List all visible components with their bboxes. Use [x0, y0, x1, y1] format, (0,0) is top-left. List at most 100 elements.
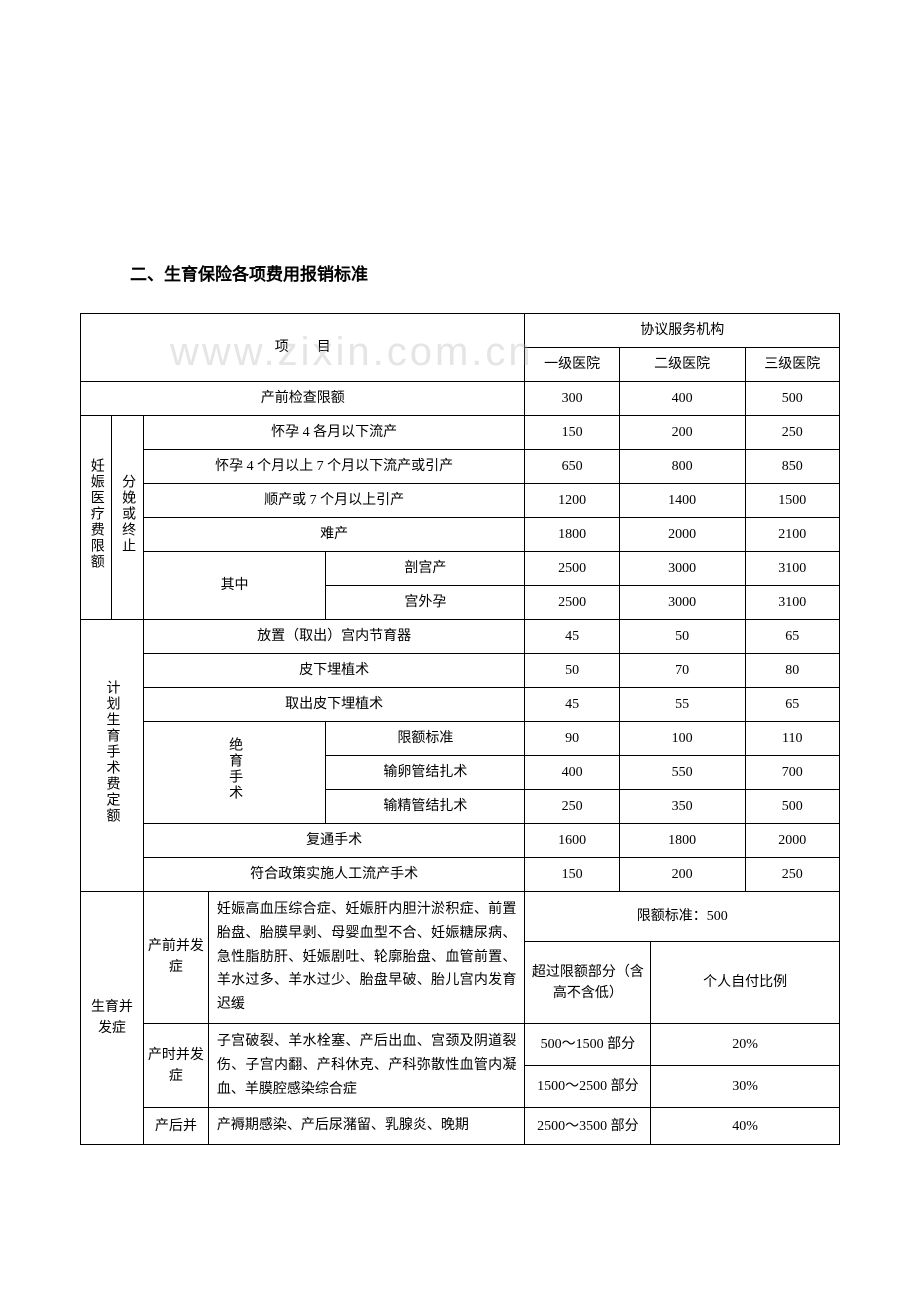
- cell-value: 1800: [619, 824, 745, 858]
- during-complication-label: 产时并发症: [143, 1023, 208, 1107]
- cell-value: 1600: [525, 824, 619, 858]
- cell-value: 80: [745, 654, 839, 688]
- cell-value: 50: [525, 654, 619, 688]
- cell-value: 45: [525, 688, 619, 722]
- section1-sublabel: 分娩或终止: [112, 416, 143, 620]
- col-lvl1: 一级医院: [525, 348, 619, 382]
- cell-value: 2500: [525, 586, 619, 620]
- cell-value: 300: [525, 382, 619, 416]
- table-row: 符合政策实施人工流产手术 150 200 250: [81, 858, 840, 892]
- table-row: 妊娠医疗费限额 分娩或终止 怀孕 4 各月以下流产 150 200 250: [81, 416, 840, 450]
- row-label: 顺产或 7 个月以上引产: [143, 484, 525, 518]
- reimbursement-table: 项 目 协议服务机构 一级医院 二级医院 三级医院 产前检查限额 300 400…: [80, 313, 840, 1145]
- section2-label: 计划生育手术费定额: [81, 620, 144, 892]
- table-row: 复通手术 1600 1800 2000: [81, 824, 840, 858]
- tier-range: 1500～2500 部分: [525, 1066, 651, 1108]
- cell-value: 50: [619, 620, 745, 654]
- table-row: 产时并发症 子宫破裂、羊水栓塞、产后出血、宫颈及阴道裂伤、子宫内翻、产科休克、产…: [81, 1023, 840, 1065]
- col-lvl3: 三级医院: [745, 348, 839, 382]
- cell-value: 200: [619, 416, 745, 450]
- row-label: 宫外孕: [326, 586, 525, 620]
- tier-range: 500～1500 部分: [525, 1023, 651, 1065]
- cell-value: 70: [619, 654, 745, 688]
- cell-value: 150: [525, 416, 619, 450]
- row-label: 放置（取出）宫内节育器: [143, 620, 525, 654]
- row-label: 符合政策实施人工流产手术: [143, 858, 525, 892]
- row-label: 剖宫产: [326, 552, 525, 586]
- row-label: 产前检查限额: [81, 382, 525, 416]
- post-complication-label: 产后并: [143, 1108, 208, 1145]
- cell-value: 250: [525, 790, 619, 824]
- row-label: 复通手术: [143, 824, 525, 858]
- section3-label: 生育并发症: [81, 892, 144, 1145]
- cell-value: 500: [745, 790, 839, 824]
- cell-value: 65: [745, 620, 839, 654]
- cell-value: 1800: [525, 518, 619, 552]
- cell-value: 1200: [525, 484, 619, 518]
- cell-value: 200: [619, 858, 745, 892]
- pre-complication-label: 产前并发症: [143, 892, 208, 1024]
- row-label: 怀孕 4 个月以上 7 个月以下流产或引产: [143, 450, 525, 484]
- cell-value: 45: [525, 620, 619, 654]
- cell-value: 90: [525, 722, 619, 756]
- row-sublabel: 其中: [143, 552, 325, 620]
- table-row: 难产 1800 2000 2100: [81, 518, 840, 552]
- cell-value: 1500: [745, 484, 839, 518]
- cell-value: 250: [745, 416, 839, 450]
- cell-value: 100: [619, 722, 745, 756]
- row-label: 输精管结扎术: [326, 790, 525, 824]
- cell-value: 3000: [619, 586, 745, 620]
- table-row: 生育并发症 产前并发症 妊娠高血压综合症、妊娠肝内胆汁淤积症、前置胎盘、胎膜早剥…: [81, 892, 840, 942]
- cell-value: 2500: [525, 552, 619, 586]
- limit-standard: 限额标准：500: [525, 892, 840, 942]
- col-org: 协议服务机构: [525, 314, 840, 348]
- cell-value: 3100: [745, 586, 839, 620]
- cell-value: 650: [525, 450, 619, 484]
- excess-label: 超过限额部分（含高不含低）: [525, 942, 651, 1024]
- table-row: 取出皮下埋植术 45 55 65: [81, 688, 840, 722]
- section-title: 二、生育保险各项费用报销标准: [80, 260, 840, 285]
- row-label: 皮下埋植术: [143, 654, 525, 688]
- table-row: 其中 剖宫产 2500 3000 3100: [81, 552, 840, 586]
- header-row: 项 目 协议服务机构: [81, 314, 840, 348]
- post-complication-text: 产褥期感染、产后尿潴留、乳腺炎、晚期: [208, 1108, 525, 1145]
- tier-rate: 20%: [651, 1023, 840, 1065]
- cell-value: 700: [745, 756, 839, 790]
- cell-value: 500: [745, 382, 839, 416]
- cell-value: 350: [619, 790, 745, 824]
- cell-value: 400: [525, 756, 619, 790]
- row-label: 输卵管结扎术: [326, 756, 525, 790]
- cell-value: 150: [525, 858, 619, 892]
- table-row: 顺产或 7 个月以上引产 1200 1400 1500: [81, 484, 840, 518]
- cell-value: 2100: [745, 518, 839, 552]
- table-row: 产后并 产褥期感染、产后尿潴留、乳腺炎、晚期 2500～3500 部分 40%: [81, 1108, 840, 1145]
- tier-rate: 30%: [651, 1066, 840, 1108]
- row-sublabel: 绝育手术: [143, 722, 325, 824]
- row-label: 难产: [143, 518, 525, 552]
- tier-rate: 40%: [651, 1108, 840, 1145]
- table-row: 皮下埋植术 50 70 80: [81, 654, 840, 688]
- table-row: 绝育手术 限额标准 90 100 110: [81, 722, 840, 756]
- cell-value: 850: [745, 450, 839, 484]
- cell-value: 3100: [745, 552, 839, 586]
- table-row: 产前检查限额 300 400 500: [81, 382, 840, 416]
- cell-value: 2000: [745, 824, 839, 858]
- section1-label: 妊娠医疗费限额: [81, 416, 112, 620]
- cell-value: 800: [619, 450, 745, 484]
- row-label: 限额标准: [326, 722, 525, 756]
- table-row: 计划生育手术费定额 放置（取出）宫内节育器 45 50 65: [81, 620, 840, 654]
- cell-value: 250: [745, 858, 839, 892]
- cell-value: 3000: [619, 552, 745, 586]
- cell-value: 55: [619, 688, 745, 722]
- cell-value: 550: [619, 756, 745, 790]
- during-complication-text: 子宫破裂、羊水栓塞、产后出血、宫颈及阴道裂伤、子宫内翻、产科休克、产科弥散性血管…: [208, 1023, 525, 1107]
- cell-value: 2000: [619, 518, 745, 552]
- selfpay-label: 个人自付比例: [651, 942, 840, 1024]
- pre-complication-text: 妊娠高血压综合症、妊娠肝内胆汁淤积症、前置胎盘、胎膜早剥、母婴血型不合、妊娠糖尿…: [208, 892, 525, 1024]
- col-project: 项 目: [81, 314, 525, 382]
- row-label: 怀孕 4 各月以下流产: [143, 416, 525, 450]
- cell-value: 65: [745, 688, 839, 722]
- table-row: 怀孕 4 个月以上 7 个月以下流产或引产 650 800 850: [81, 450, 840, 484]
- cell-value: 1400: [619, 484, 745, 518]
- row-label: 取出皮下埋植术: [143, 688, 525, 722]
